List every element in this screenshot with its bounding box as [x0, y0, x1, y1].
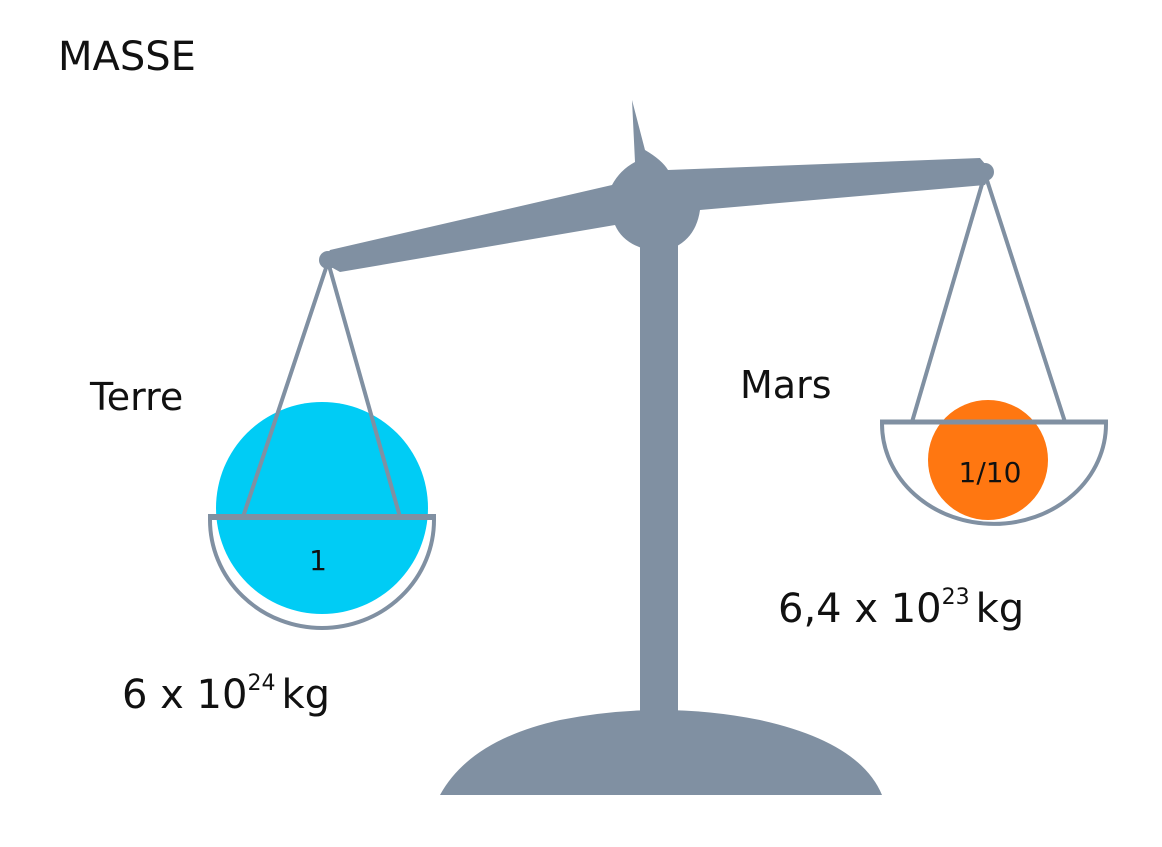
mass-unit: kg [976, 586, 1025, 632]
left-pivot [319, 251, 337, 269]
mass-base: 6 x 10 [122, 672, 247, 718]
mass-exponent: 23 [942, 585, 970, 610]
earth-ratio: 1 [309, 544, 327, 577]
base [440, 710, 882, 795]
balance [319, 100, 994, 795]
planet-name: Terre [89, 375, 183, 419]
string [241, 261, 330, 518]
string [326, 261, 402, 518]
mass-unit: kg [281, 672, 330, 718]
planet-mass: 6 x 1024 kg [122, 671, 330, 718]
pan-bowl [208, 519, 436, 630]
planet-mass: 6,4 x 1023 kg [778, 585, 1024, 632]
right-pivot [976, 163, 994, 181]
mass-base: 6,4 x 10 [778, 586, 942, 632]
planet-name: Mars [740, 363, 832, 407]
mass-exponent: 24 [247, 671, 275, 696]
beam [322, 100, 992, 272]
earth [216, 402, 428, 614]
title: MASSE [58, 34, 196, 80]
mars [928, 400, 1048, 520]
mars-ratio: 1/10 [959, 456, 1022, 489]
pan-bowl [880, 423, 1108, 526]
string [910, 173, 987, 423]
post [640, 230, 678, 730]
string [983, 173, 1067, 423]
left-pan [208, 261, 436, 630]
right-pan [880, 173, 1108, 526]
